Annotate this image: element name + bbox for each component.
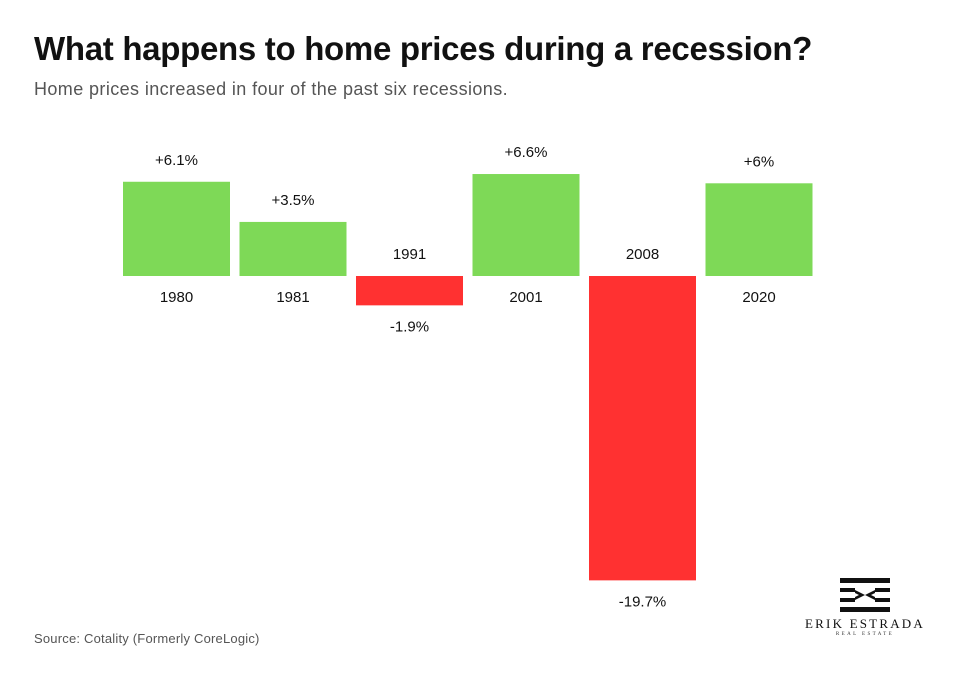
bar-1991 <box>356 276 463 306</box>
category-label-1980: 1980 <box>160 289 193 306</box>
bar-1981 <box>239 221 347 276</box>
logo-name: ERIK ESTRADA <box>805 616 925 631</box>
bar-2008 <box>589 276 696 581</box>
value-label-2020: +6% <box>744 153 774 170</box>
category-label-2001: 2001 <box>509 289 542 306</box>
bar-2001 <box>472 174 580 276</box>
value-label-2008: -19.7% <box>619 593 667 610</box>
logo-tagline: REAL ESTATE <box>835 632 895 637</box>
category-label-1991: 1991 <box>393 246 426 263</box>
labels-group: +6.1% 1980 +3.5% 1981 1991 -1.9% +6.6% 2001 2008… <box>155 144 776 610</box>
bar-1980 <box>123 181 230 276</box>
value-label-1980: +6.1% <box>155 152 198 169</box>
value-label-1981: +3.5% <box>272 192 315 209</box>
category-label-2020: 2020 <box>742 289 775 306</box>
bars-group <box>123 174 813 581</box>
chart-title: What happens to home prices during a rec… <box>34 30 813 67</box>
value-label-2001: +6.6% <box>505 144 548 161</box>
brand-logo: ERIK ESTRADA REAL ESTATE <box>800 578 930 640</box>
category-label-1981: 1981 <box>276 289 309 306</box>
category-label-2008: 2008 <box>626 246 659 263</box>
value-label-1991: -1.9% <box>390 318 429 335</box>
chart-subtitle: Home prices increased in four of the pas… <box>34 79 509 99</box>
logo-mark-icon <box>840 578 890 612</box>
source-note: Source: Cotality (Formerly CoreLogic) <box>34 631 260 646</box>
bar-2020 <box>705 183 813 276</box>
